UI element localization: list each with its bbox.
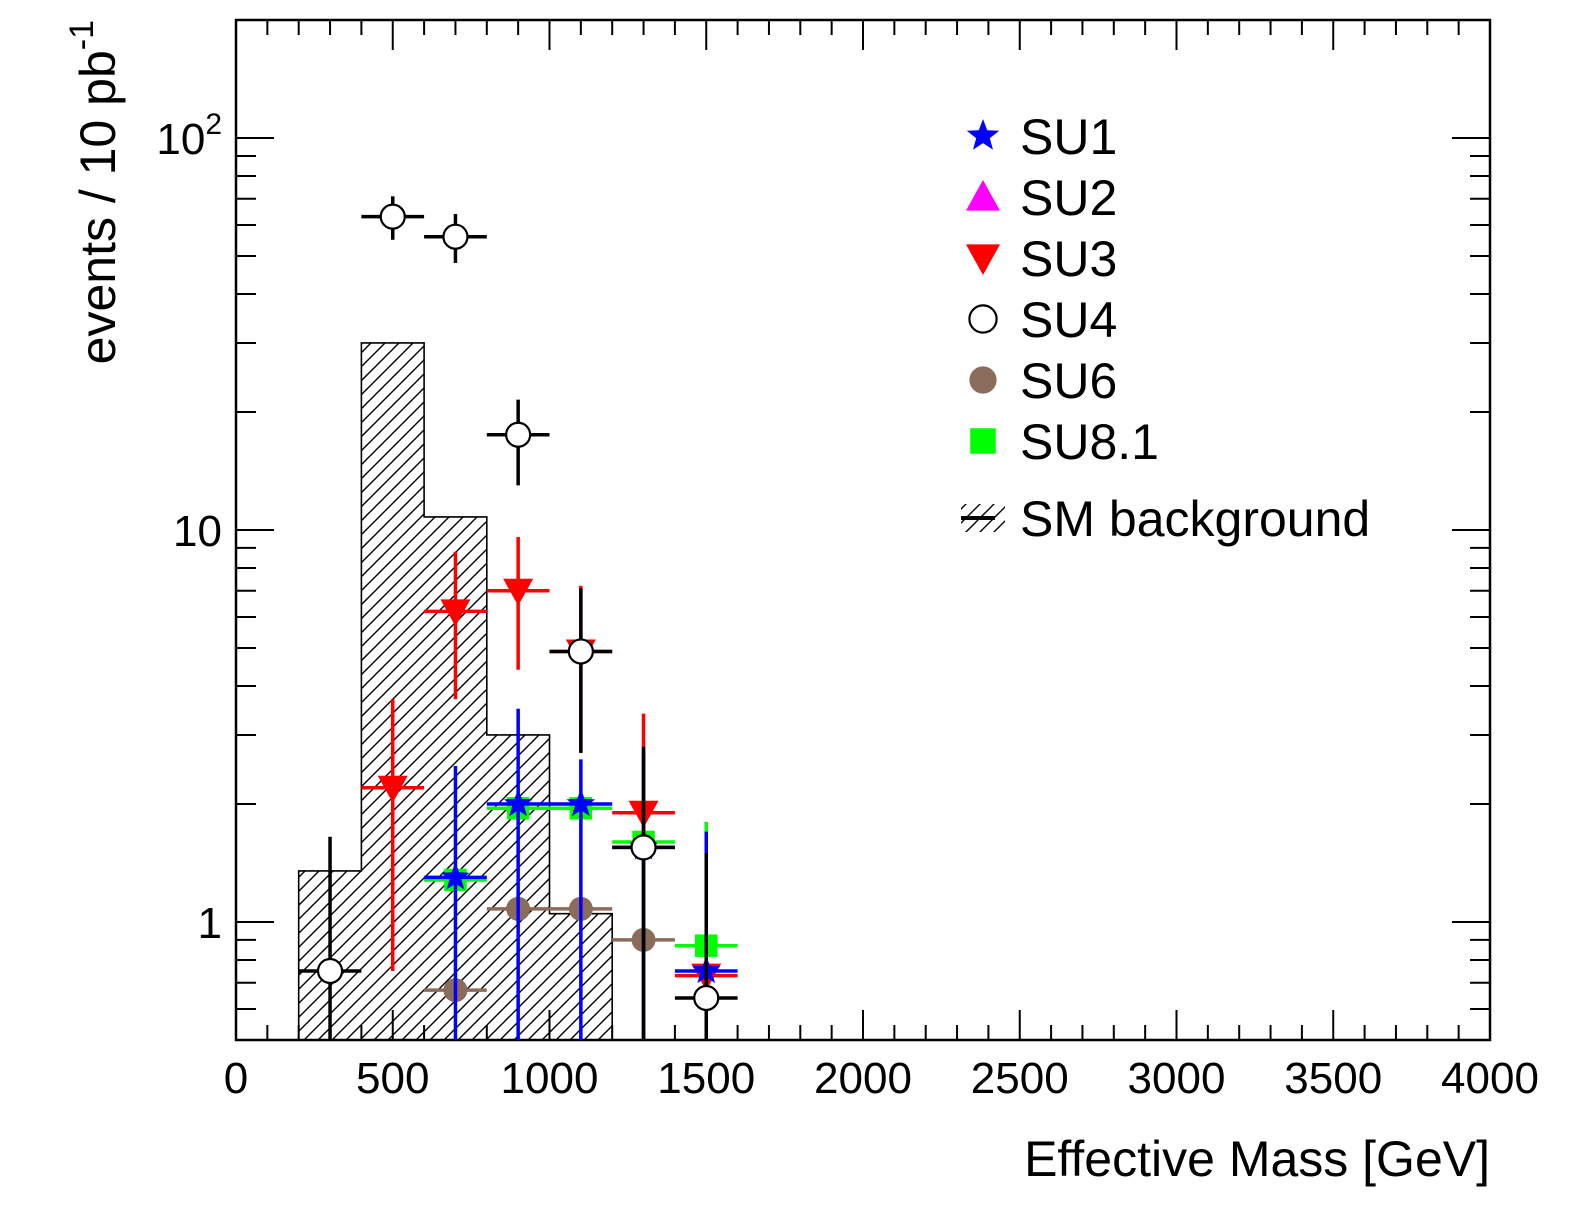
series-su4	[298, 196, 738, 1040]
x-tick-label: 3500	[1284, 1054, 1382, 1103]
point-2	[566, 789, 596, 817]
point-5	[630, 834, 657, 861]
legend-marker	[966, 180, 1000, 211]
point-6	[693, 984, 720, 1012]
y-tick-label-base: 10	[156, 115, 205, 164]
y-tick-label: 10	[173, 507, 222, 556]
legend-entry-su4: SU4	[968, 292, 1117, 348]
y-tick-label: 1	[198, 899, 222, 948]
legend-marker	[970, 428, 996, 454]
x-tick-label: 500	[356, 1054, 429, 1103]
legend-entry-su6: SU6	[969, 353, 1117, 409]
y-axis-title-main: events / 10 pb	[70, 50, 126, 364]
legend-entry-su2: SU2	[966, 170, 1117, 226]
legend-label: SU2	[1020, 170, 1117, 226]
point-2	[503, 578, 534, 606]
legend-label: SU8.1	[1020, 414, 1159, 470]
legend-entry-su3: SU3	[966, 231, 1117, 287]
x-tick-label: 0	[224, 1054, 248, 1103]
point-2	[442, 223, 469, 250]
y-tick-label: 102	[156, 108, 222, 164]
legend-label: SM background	[1020, 491, 1370, 547]
background-outline	[297, 342, 613, 1040]
legend-label: SU3	[1020, 231, 1117, 287]
x-tick-label: 1000	[501, 1054, 599, 1103]
y-tick-label-exponent: 2	[205, 108, 222, 141]
point-0	[441, 862, 470, 890]
point-1	[503, 789, 533, 817]
point-4	[567, 638, 594, 665]
x-tick-label: 3000	[1128, 1054, 1226, 1103]
legend-entry-su8-1: SU8.1	[970, 414, 1159, 470]
point-1	[379, 203, 406, 230]
legend-label: SU6	[1020, 353, 1117, 409]
x-tick-label: 4000	[1441, 1054, 1539, 1103]
legend-marker	[966, 244, 1000, 275]
legend-label: SU4	[1020, 292, 1117, 348]
x-tick-label: 1500	[657, 1054, 755, 1103]
y-axis-title-sup: -1	[63, 20, 101, 50]
point-3	[505, 421, 532, 448]
x-tick-label: 2500	[971, 1054, 1069, 1103]
legend-entry-sm-background: SM background	[961, 491, 1370, 547]
legend-entry-su1: SU1	[966, 109, 1117, 165]
point-1	[440, 599, 471, 627]
data-series	[298, 196, 738, 1040]
legend-marker	[968, 304, 998, 334]
point-0	[316, 957, 344, 985]
legend-marker	[966, 119, 1000, 150]
legend-marker	[969, 366, 997, 394]
y-tick-label-base: 1	[198, 899, 222, 948]
plot-frame	[234, 18, 1492, 1042]
axis-labels: 0 500 1000 1500 2000 2500 3000 3500 4000110102Ef…	[63, 20, 1539, 1187]
y-axis-title: events / 10 pb-1	[63, 20, 126, 364]
legend-label: SU1	[1020, 109, 1117, 165]
y-tick-label-base: 10	[173, 507, 222, 556]
point-0	[377, 775, 408, 803]
x-tick-label: 2000	[814, 1054, 912, 1103]
x-axis-title: Effective Mass [GeV]	[1024, 1131, 1490, 1187]
